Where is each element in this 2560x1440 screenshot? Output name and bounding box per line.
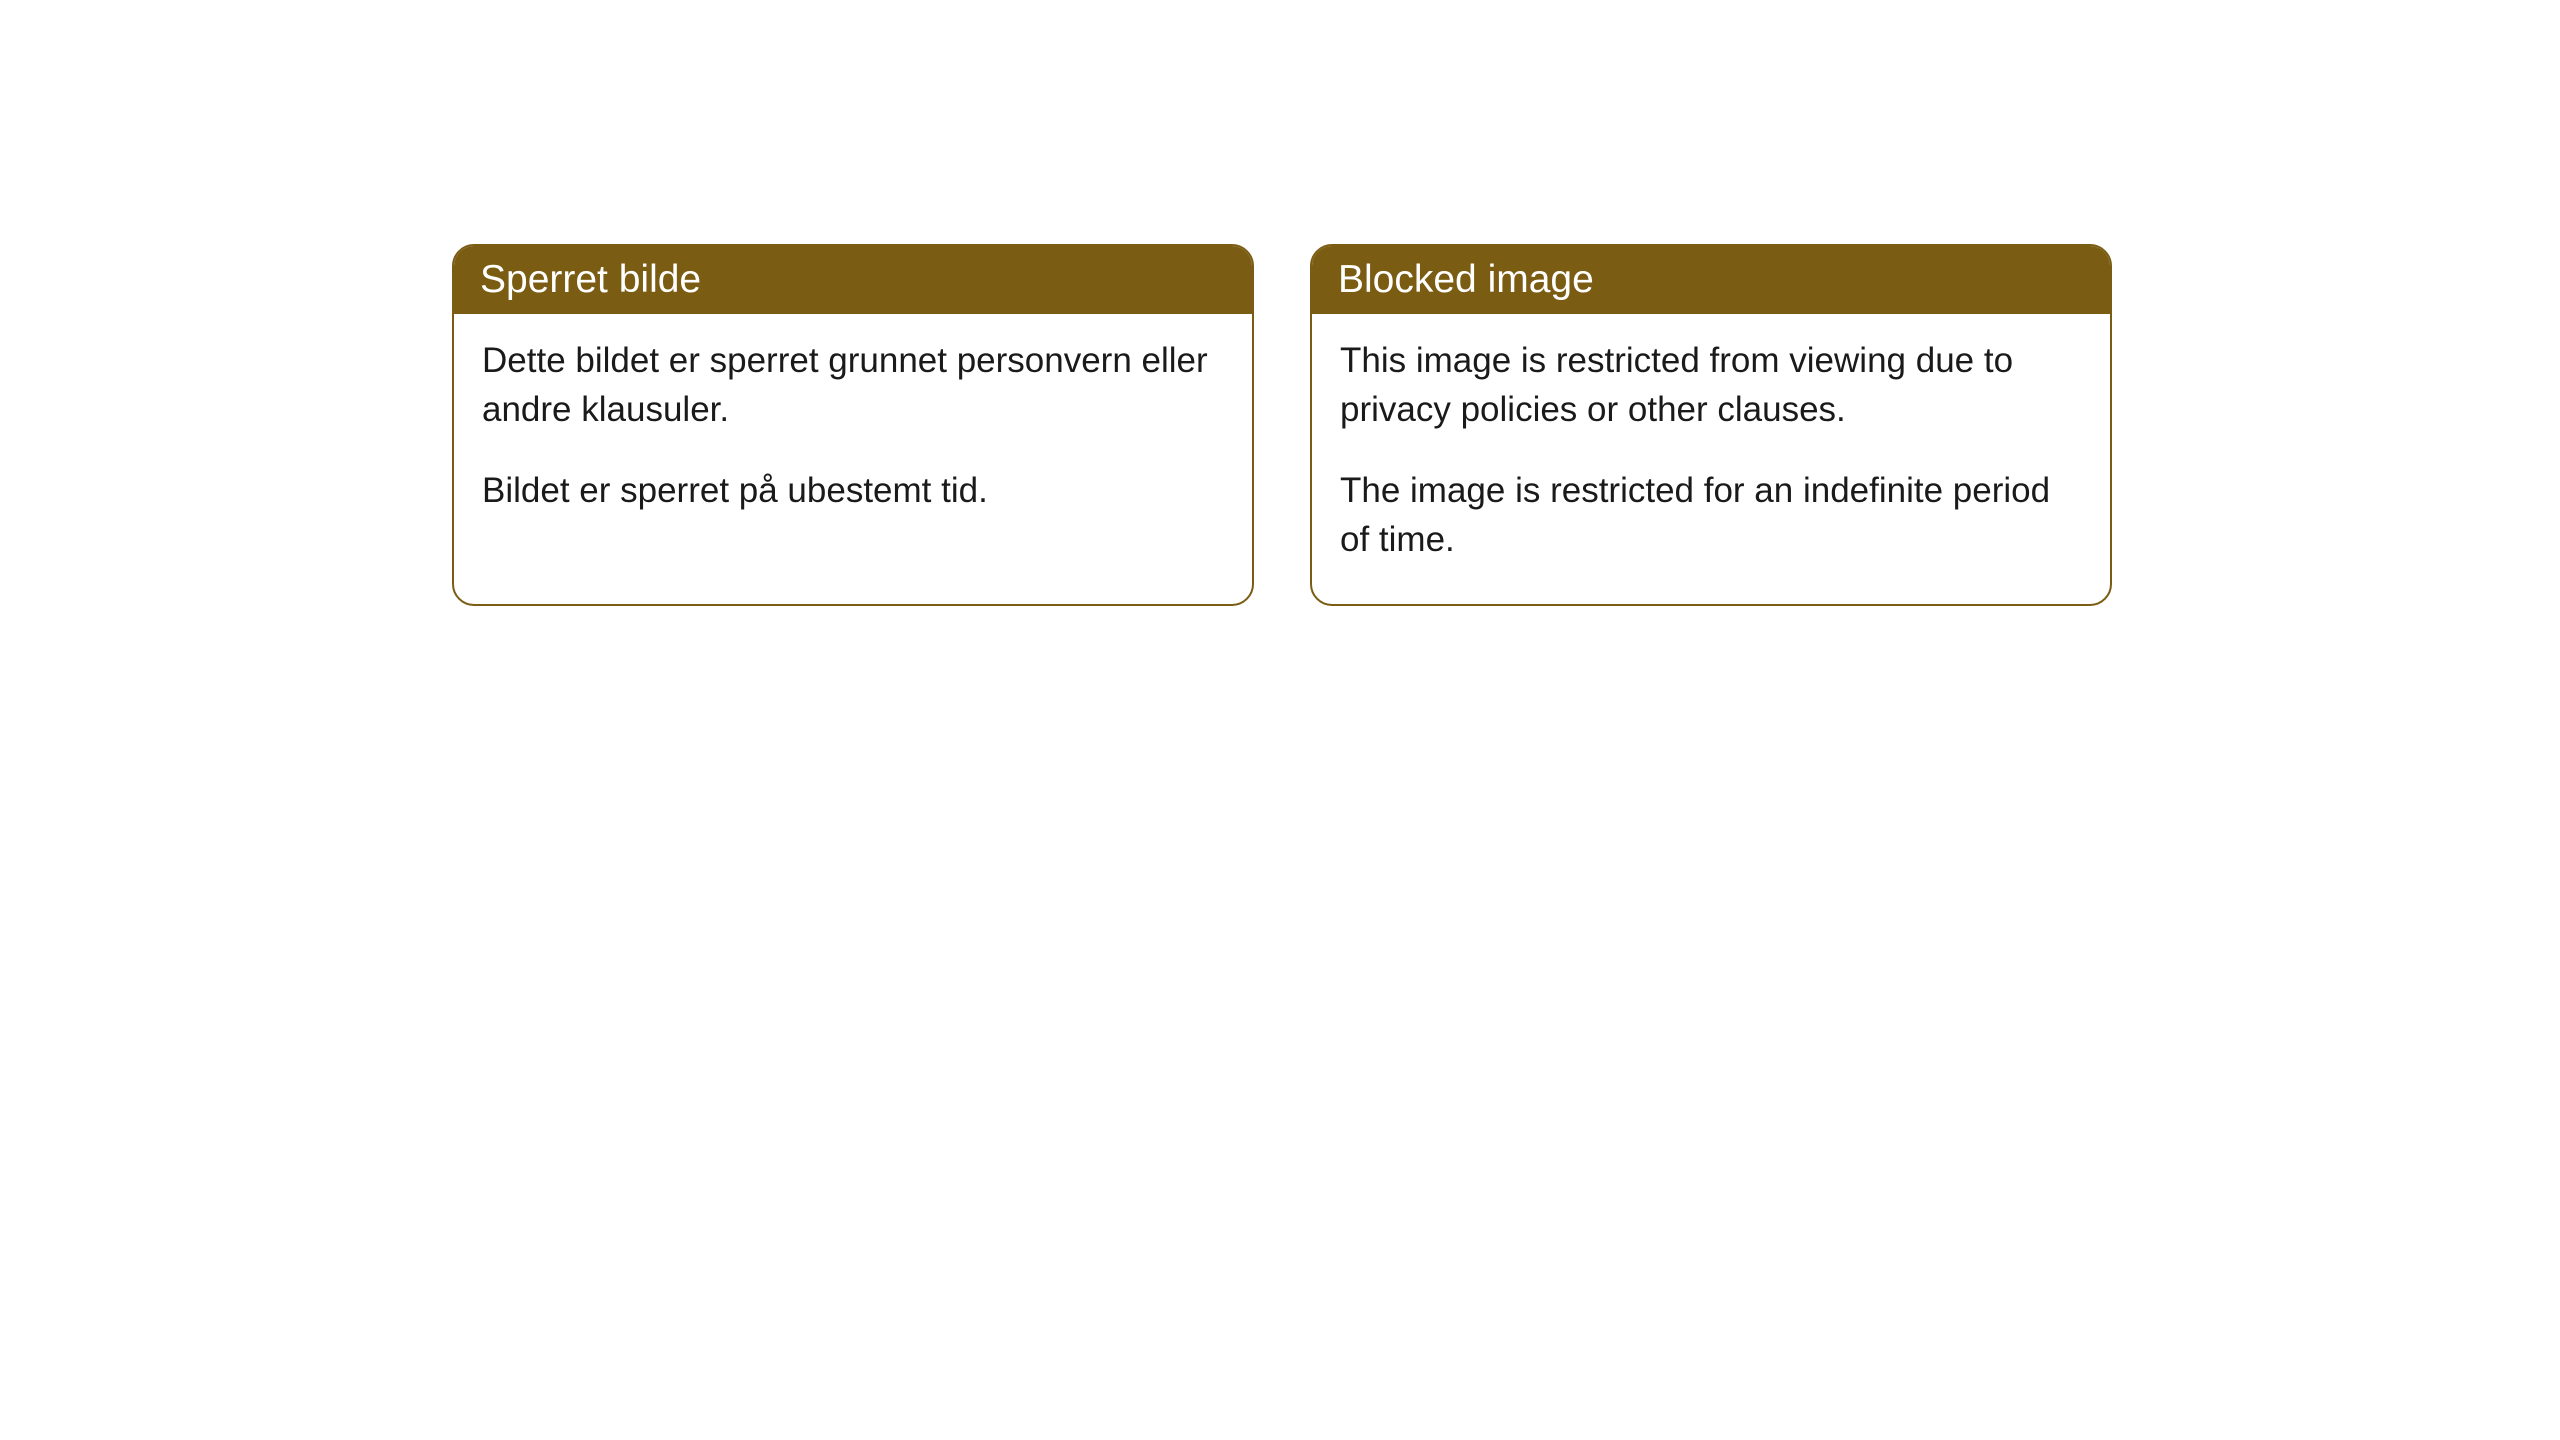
card-body-no: Dette bildet er sperret grunnet personve… — [454, 314, 1252, 555]
blocked-image-card-no: Sperret bilde Dette bildet er sperret gr… — [452, 244, 1254, 606]
card-paragraph-en-2: The image is restricted for an indefinit… — [1340, 466, 2082, 564]
card-paragraph-en-1: This image is restricted from viewing du… — [1340, 336, 2082, 434]
card-body-en: This image is restricted from viewing du… — [1312, 314, 2110, 604]
card-header-en: Blocked image — [1312, 246, 2110, 314]
card-header-no: Sperret bilde — [454, 246, 1252, 314]
card-container: Sperret bilde Dette bildet er sperret gr… — [0, 0, 2560, 606]
card-paragraph-no-1: Dette bildet er sperret grunnet personve… — [482, 336, 1224, 434]
card-paragraph-no-2: Bildet er sperret på ubestemt tid. — [482, 466, 1224, 515]
blocked-image-card-en: Blocked image This image is restricted f… — [1310, 244, 2112, 606]
